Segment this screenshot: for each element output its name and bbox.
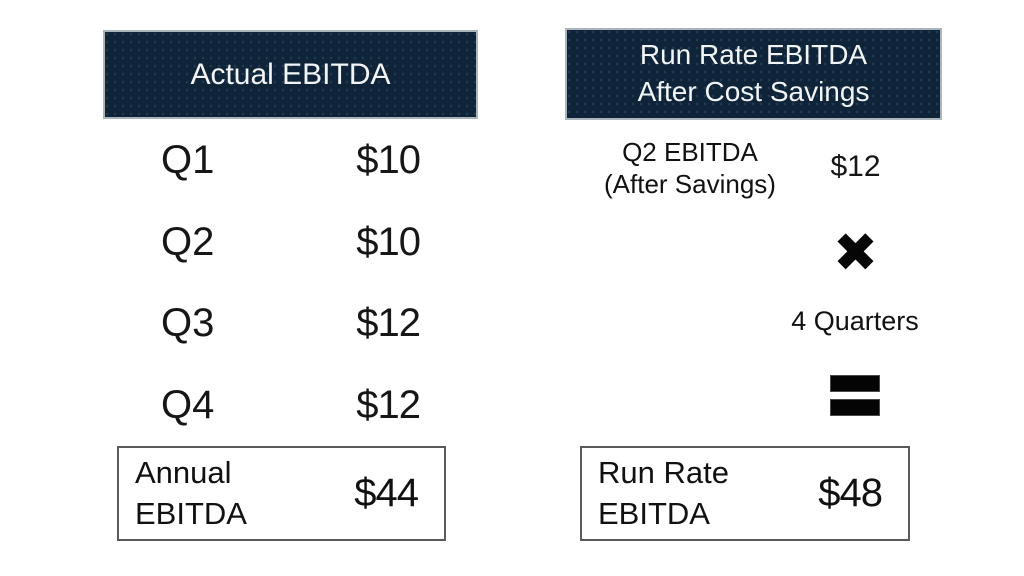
run-rate-ebitda-header-label: Run Rate EBITDA After Cost Savings [638,37,870,111]
annual-ebitda-label-line2: EBITDA [135,495,247,531]
annual-ebitda-label-line1: Annual [135,454,232,490]
run-rate-ebitda-label-line1: Run Rate [598,454,729,490]
run-rate-ebitda-value: $48 [818,471,883,515]
annual-ebitda-box: Annual EBITDA $44 [117,446,446,541]
multiply-icon: ✖ [832,223,879,283]
equals-icon [830,375,880,416]
equals-bar-bottom [830,399,880,416]
actual-ebitda-header-label: Actual EBITDA [190,57,391,91]
quarter-row-q2: Q2 $10 [103,202,478,284]
run-rate-ebitda-label: Run Rate EBITDA [582,453,729,535]
run-rate-header-line1: Run Rate EBITDA [639,39,868,71]
quarter-value: $10 [356,138,421,183]
annual-ebitda-label: Annual EBITDA [119,453,247,535]
quarter-value: $12 [356,382,421,427]
actual-ebitda-header: Actual EBITDA [103,30,478,119]
quarter-value: $12 [356,301,421,346]
run-rate-ebitda-box: Run Rate EBITDA $48 [580,446,910,541]
q2-ebitda-after-savings-label: Q2 EBITDA (After Savings) [575,136,805,200]
quarter-label: Q4 [161,382,215,427]
q2-ebitda-label-line2: (After Savings) [604,169,776,200]
annual-ebitda-value: $44 [354,471,419,515]
q2-ebitda-label-line1: Q2 EBITDA [622,137,758,167]
four-quarters-label: 4 Quarters [791,306,919,336]
quarter-row-q4: Q4 $12 [103,365,478,447]
run-rate-ebitda-label-line2: EBITDA [598,495,710,531]
run-rate-ebitda-header: Run Rate EBITDA After Cost Savings [565,28,942,120]
quarter-label: Q1 [161,138,215,183]
quarter-label: Q3 [161,301,215,346]
quarter-value: $10 [356,219,421,264]
quarterly-ebitda-list: Q1 $10 Q2 $10 Q3 $12 Q4 $12 [103,120,478,446]
quarter-row-q1: Q1 $10 [103,120,478,202]
quarter-row-q3: Q3 $12 [103,283,478,365]
quarter-label: Q2 [161,219,215,264]
run-rate-header-line2: After Cost Savings [637,76,870,107]
q2-ebitda-after-savings-value: $12 [830,150,881,183]
equals-bar-top [830,375,880,392]
